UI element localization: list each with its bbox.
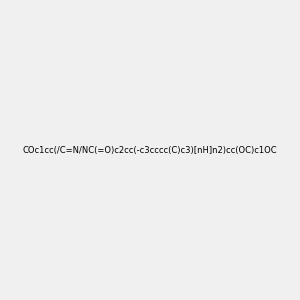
Text: COc1cc(/C=N/NC(=O)c2cc(-c3cccc(C)c3)[nH]n2)cc(OC)c1OC: COc1cc(/C=N/NC(=O)c2cc(-c3cccc(C)c3)[nH]…: [23, 146, 277, 154]
